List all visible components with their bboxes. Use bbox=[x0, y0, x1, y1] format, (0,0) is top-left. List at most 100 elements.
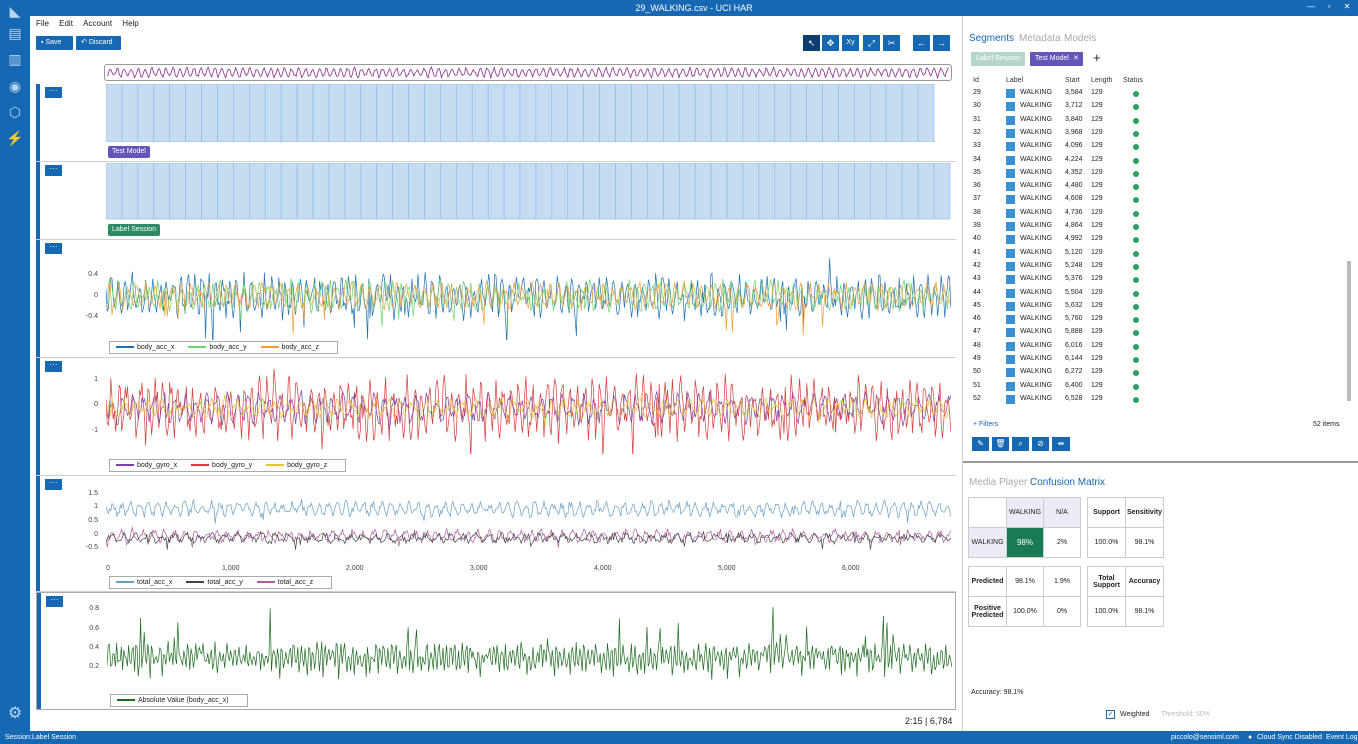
row-start: 4,864 bbox=[1065, 222, 1083, 229]
label-color-swatch bbox=[1006, 355, 1015, 364]
menu-file[interactable]: File bbox=[36, 19, 49, 28]
add-chip-button[interactable]: + bbox=[1093, 50, 1101, 65]
bolt-icon[interactable]: ⚡ bbox=[6, 130, 24, 146]
menu-edit[interactable]: Edit bbox=[59, 19, 73, 28]
label-session-tag[interactable]: Label Session bbox=[108, 224, 160, 236]
zoom-icon[interactable]: ⌕ bbox=[1012, 437, 1029, 451]
row-id: 39 bbox=[973, 222, 981, 229]
weighted-checkbox[interactable]: ✓ bbox=[1106, 710, 1115, 719]
table-row[interactable]: 45 WALKING 5,632 129 bbox=[973, 300, 1343, 313]
split-icon[interactable]: ⇹ bbox=[1052, 437, 1070, 451]
table-row[interactable]: 48 WALKING 6,016 129 bbox=[973, 340, 1343, 353]
table-row[interactable]: 32 WALKING 3,968 129 bbox=[973, 127, 1343, 140]
col-status[interactable]: Status bbox=[1123, 77, 1143, 84]
signal-body-acc[interactable] bbox=[106, 244, 951, 340]
track-menu-button[interactable]: ··· bbox=[45, 87, 62, 98]
move-icon[interactable]: ✥ bbox=[822, 35, 839, 51]
table-row[interactable]: 30 WALKING 3,712 129 bbox=[973, 100, 1343, 113]
event-log-link[interactable]: Event Log bbox=[1326, 734, 1358, 741]
scrollbar-thumb[interactable] bbox=[1347, 261, 1351, 401]
maximize-button[interactable]: ▫ bbox=[1327, 2, 1331, 11]
tab-confusion-matrix[interactable]: Confusion Matrix bbox=[1030, 477, 1106, 488]
label-color-swatch bbox=[1006, 235, 1015, 245]
table-row[interactable]: 37 WALKING 4,608 129 bbox=[973, 193, 1343, 206]
matrix-cell-na: 2% bbox=[1043, 527, 1081, 558]
row-label: WALKING bbox=[1020, 355, 1053, 362]
table-row[interactable]: 29 WALKING 3,584 129 bbox=[973, 87, 1343, 100]
cut-icon[interactable]: ✂ bbox=[883, 35, 900, 51]
table-row[interactable]: 40 WALKING 4,992 129 bbox=[973, 233, 1343, 246]
legend-item: body_gyro_z bbox=[266, 462, 327, 469]
tab-metadata[interactable]: Metadata bbox=[1019, 33, 1061, 44]
track-menu-button[interactable]: ··· bbox=[45, 479, 62, 490]
signal-icon[interactable]: ◉ bbox=[8, 78, 22, 94]
pointer-icon[interactable]: ↖ bbox=[803, 35, 820, 51]
fit-icon[interactable]: ⤢ bbox=[863, 35, 880, 51]
chip-test-model[interactable]: Test Model ✕ bbox=[1030, 52, 1083, 66]
discard-button[interactable]: ↶ Discard bbox=[76, 36, 121, 50]
minimize-button[interactable]: — bbox=[1307, 2, 1315, 11]
table-row[interactable]: 46 WALKING 5,760 129 bbox=[973, 313, 1343, 326]
signal-abs-value[interactable] bbox=[107, 597, 952, 683]
filters-link[interactable]: + Filters bbox=[973, 421, 999, 428]
track-menu-button[interactable]: ··· bbox=[45, 361, 62, 372]
table-row[interactable]: 33 WALKING 4,096 129 bbox=[973, 140, 1343, 153]
table-row[interactable]: 49 WALKING 6,144 129 bbox=[973, 353, 1343, 366]
table-row[interactable]: 52 WALKING 6,528 129 bbox=[973, 393, 1343, 406]
close-button[interactable]: ✕ bbox=[1343, 2, 1351, 11]
arrow-right-icon[interactable]: → bbox=[933, 35, 950, 51]
row-id: 45 bbox=[973, 301, 981, 309]
col-length[interactable]: Length bbox=[1091, 77, 1113, 84]
tab-models[interactable]: Models bbox=[1064, 33, 1097, 44]
xy-icon[interactable]: Xy bbox=[842, 35, 859, 51]
segments-label-session[interactable] bbox=[106, 163, 951, 220]
table-row[interactable]: 47 WALKING 5,888 129 bbox=[973, 326, 1343, 339]
chart-icon[interactable]: ▥ bbox=[8, 51, 22, 67]
table-row[interactable]: 39 WALKING 4,864 129 bbox=[973, 220, 1343, 233]
file-icon[interactable]: ▤ bbox=[8, 25, 22, 41]
test-model-tag[interactable]: Test Model bbox=[108, 146, 150, 158]
hide-icon[interactable]: ⊘ bbox=[1032, 437, 1049, 451]
track-menu-button[interactable]: ··· bbox=[45, 165, 62, 176]
table-row[interactable]: 44 WALKING 5,504 129 bbox=[973, 287, 1343, 300]
track-menu-button[interactable]: ··· bbox=[46, 596, 63, 607]
table-row[interactable]: 51 WALKING 6,400 129 bbox=[973, 380, 1343, 393]
table-row[interactable]: 42 WALKING 5,248 129 bbox=[973, 260, 1343, 273]
col-start[interactable]: Start bbox=[1065, 77, 1080, 84]
splitter[interactable] bbox=[963, 461, 1358, 465]
table-row[interactable]: 31 WALKING 3,840 129 bbox=[973, 114, 1343, 127]
segments-test-model[interactable] bbox=[106, 84, 936, 142]
signal-total-acc[interactable] bbox=[106, 480, 951, 562]
chip-label-session[interactable]: Label Session bbox=[971, 52, 1025, 66]
col-id[interactable]: Id bbox=[973, 77, 979, 84]
edit-icon[interactable]: ✎ bbox=[972, 437, 989, 451]
status-dot bbox=[1133, 91, 1139, 97]
table-row[interactable]: 38 WALKING 4,736 129 bbox=[973, 207, 1343, 220]
segment-block bbox=[854, 163, 871, 220]
table-row[interactable]: 41 WALKING 5,120 129 bbox=[973, 247, 1343, 260]
table-row[interactable]: 43 WALKING 5,376 129 bbox=[973, 273, 1343, 286]
segment-block bbox=[631, 163, 648, 220]
overview-strip[interactable] bbox=[104, 64, 952, 81]
segment-block bbox=[201, 163, 218, 220]
table-row[interactable]: 36 WALKING 4,480 129 bbox=[973, 180, 1343, 193]
cloud-sync-status[interactable]: Cloud Sync Disabled bbox=[1257, 734, 1322, 741]
arrow-left-icon[interactable]: ← bbox=[913, 35, 930, 51]
save-button[interactable]: ▪ Save bbox=[36, 36, 73, 50]
trash-icon[interactable]: 🗑 bbox=[992, 437, 1009, 451]
track-menu-button[interactable]: ··· bbox=[45, 243, 62, 254]
table-row[interactable]: 34 WALKING 4,224 129 bbox=[973, 154, 1343, 167]
menu-account[interactable]: Account bbox=[83, 19, 113, 28]
table-row[interactable]: 35 WALKING 4,352 129 bbox=[973, 167, 1343, 180]
row-label: WALKING bbox=[1020, 288, 1053, 296]
cube-icon[interactable]: ⬡ bbox=[8, 104, 22, 120]
signal-body-gyro[interactable] bbox=[106, 362, 951, 454]
tab-segments[interactable]: Segments bbox=[969, 33, 1015, 44]
close-icon[interactable]: ✕ bbox=[1072, 55, 1079, 62]
tab-media-player[interactable]: Media Player bbox=[969, 477, 1028, 488]
menu-help[interactable]: Help bbox=[122, 19, 139, 28]
col-label[interactable]: Label bbox=[1006, 77, 1024, 84]
user-email: piccolo@sensiml.com bbox=[1171, 734, 1239, 741]
table-row[interactable]: 50 WALKING 6,272 129 bbox=[973, 366, 1343, 379]
gear-icon[interactable]: ⚙ bbox=[7, 705, 23, 722]
